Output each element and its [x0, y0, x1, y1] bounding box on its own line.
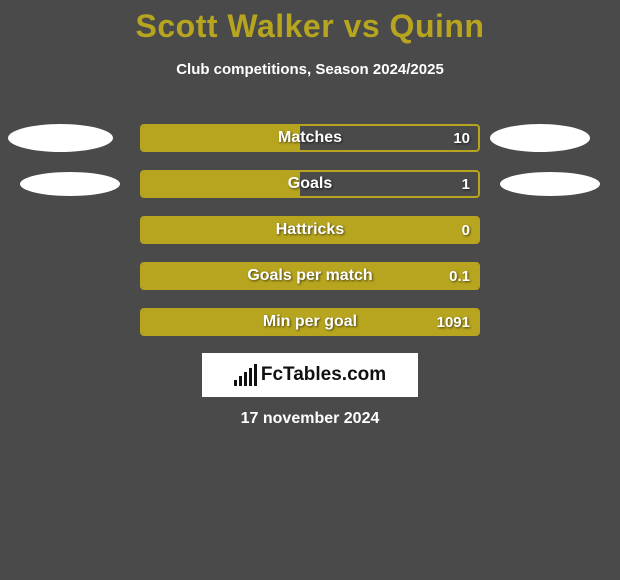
stat-bar: Goals1	[140, 170, 480, 198]
stat-bar: Hattricks0	[140, 216, 480, 244]
stat-bar-value: 1	[462, 172, 470, 196]
stat-bar-label: Hattricks	[142, 218, 478, 242]
stat-bar-label: Goals	[142, 172, 478, 196]
logo-bars-icon	[234, 364, 257, 386]
stat-bar-value: 1091	[437, 310, 470, 334]
stat-row: Matches10	[0, 124, 620, 152]
stat-bar-value: 0.1	[449, 264, 470, 288]
player-left-ellipse	[20, 172, 120, 196]
stat-row: Hattricks0	[0, 216, 620, 244]
stat-bar-value: 10	[453, 126, 470, 150]
stat-bar-value: 0	[462, 218, 470, 242]
stat-row: Goals1	[0, 170, 620, 198]
fctables-logo: FcTables.com	[202, 353, 418, 397]
stat-row: Goals per match0.1	[0, 262, 620, 290]
player-left-ellipse	[8, 124, 113, 152]
player-right-ellipse	[500, 172, 600, 196]
logo-text: FcTables.com	[261, 364, 386, 386]
page-subtitle: Club competitions, Season 2024/2025	[0, 61, 620, 78]
stat-bar-label: Matches	[142, 126, 478, 150]
stat-bar-label: Min per goal	[142, 310, 478, 334]
stat-bar: Matches10	[140, 124, 480, 152]
date-label: 17 november 2024	[0, 410, 620, 428]
stat-bar: Goals per match0.1	[140, 262, 480, 290]
stat-bar: Min per goal1091	[140, 308, 480, 336]
page-title: Scott Walker vs Quinn	[0, 0, 620, 45]
stat-bar-label: Goals per match	[142, 264, 478, 288]
stat-row: Min per goal1091	[0, 308, 620, 336]
player-right-ellipse	[490, 124, 590, 152]
